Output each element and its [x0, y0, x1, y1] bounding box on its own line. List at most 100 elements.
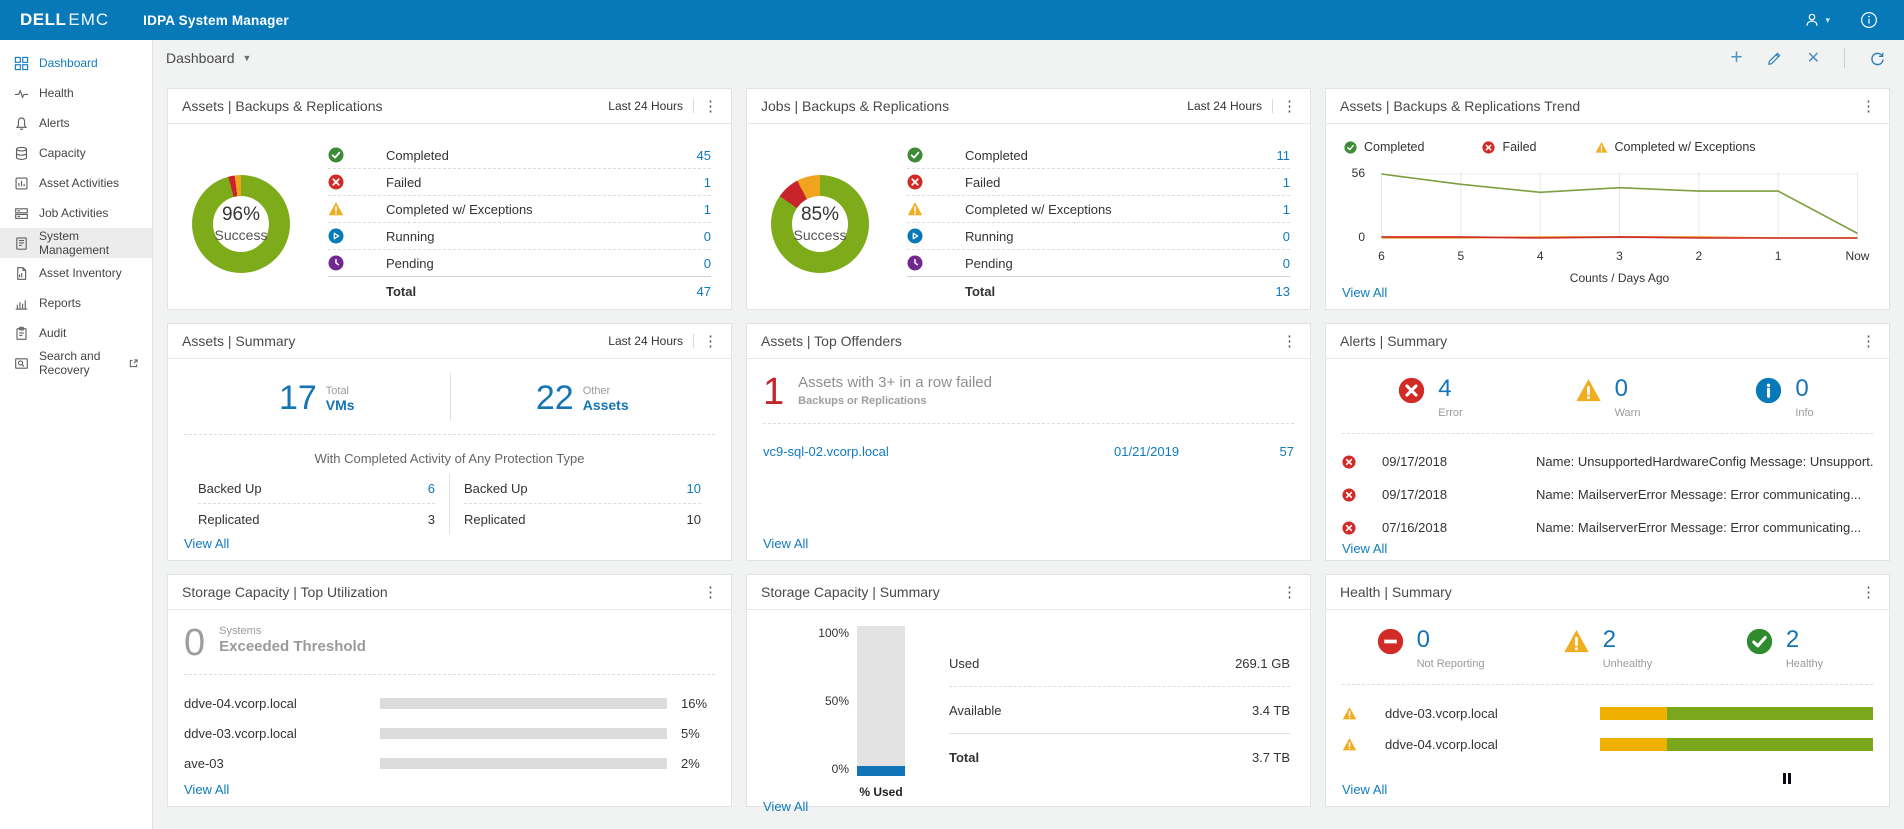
kebab-menu-icon[interactable]: ⋮ — [1861, 333, 1876, 350]
trend-svg-plot — [1381, 172, 1858, 239]
stat-not-reporting[interactable]: 0 Not Reporting — [1342, 628, 1519, 670]
legend-value-link[interactable]: 1 — [703, 201, 711, 217]
play-circle-icon — [328, 228, 344, 244]
offender-row: vc9-sql-02.vcorp.local 01/21/2019 57 — [763, 444, 1294, 459]
sidebar-item-system-management[interactable]: System Management — [0, 228, 152, 258]
kebab-menu-icon[interactable]: ⋮ — [1861, 98, 1876, 115]
stat-label: Warn — [1614, 407, 1641, 419]
offender-asset-link[interactable]: vc9-sql-02.vcorp.local — [763, 444, 889, 459]
sidebar-item-job-activities[interactable]: Job Activities — [0, 198, 152, 228]
kebab-menu-icon[interactable]: ⋮ — [703, 98, 718, 115]
view-all-link[interactable]: View All — [1342, 782, 1388, 797]
legend-value-link[interactable]: 11 — [1276, 147, 1291, 163]
stat-warn[interactable]: 0 Warn — [1519, 377, 1696, 419]
chevron-down-icon: ▼ — [242, 53, 252, 63]
edit-button[interactable] — [1767, 50, 1783, 66]
sidebar-item-asset-inventory[interactable]: Asset Inventory — [0, 258, 152, 288]
info-circle-icon — [1756, 377, 1782, 404]
capacity-row-available: Available 3.4 TB — [949, 687, 1290, 734]
legend-value-link[interactable]: 45 — [696, 147, 711, 163]
sidebar-item-search-and-recovery[interactable]: Search and Recovery — [0, 348, 152, 378]
kebab-menu-icon[interactable]: ⋮ — [703, 584, 718, 601]
kebab-menu-icon[interactable]: ⋮ — [1282, 584, 1297, 601]
close-button[interactable]: ✕ — [1806, 50, 1820, 67]
total-value-link[interactable]: 47 — [696, 283, 711, 299]
row-value: 3 — [427, 511, 435, 527]
kebab-menu-icon[interactable]: ⋮ — [1282, 98, 1297, 115]
donut-percent: 85% — [800, 204, 840, 225]
refresh-button[interactable] — [1869, 50, 1886, 67]
warning-triangle-icon — [1342, 706, 1357, 719]
alert-row[interactable]: 09/17/2018 Name: MailserverError Message… — [1342, 481, 1873, 508]
x-circle-icon — [1342, 520, 1356, 535]
row-value-link[interactable]: 10 — [686, 481, 701, 496]
sidebar-item-health[interactable]: Health — [0, 78, 152, 108]
info-icon — [1860, 11, 1878, 29]
card-title: Assets | Top Offenders — [761, 333, 902, 349]
alert-row[interactable]: 09/17/2018 Name: UnsupportedHardwareConf… — [1342, 448, 1873, 475]
offenders-stat: 1 Assets with 3+ in a row failed Backups… — [763, 369, 1294, 424]
sidebar-item-capacity[interactable]: Capacity — [0, 138, 152, 168]
total-value-link[interactable]: 13 — [1275, 283, 1290, 299]
legend-value-link[interactable]: 1 — [1282, 201, 1290, 217]
sidebar-item-asset-activities[interactable]: Asset Activities — [0, 168, 152, 198]
legend-value-link[interactable]: 0 — [703, 255, 711, 271]
alert-row[interactable]: 07/16/2018 Name: MailserverError Message… — [1342, 514, 1873, 541]
kebab-menu-icon[interactable]: ⋮ — [1282, 333, 1297, 350]
sidebar-item-reports[interactable]: Reports — [0, 288, 152, 318]
warning-triangle-icon — [907, 202, 923, 216]
add-widget-button[interactable]: + — [1730, 46, 1743, 69]
stat-unhealthy[interactable]: 2 Unhealthy — [1519, 628, 1696, 670]
system-name: ddve-04.vcorp.local — [184, 695, 297, 711]
user-menu-button[interactable]: ▾ — [1803, 11, 1830, 29]
row-value-link[interactable]: 6 — [427, 481, 435, 496]
view-all-link[interactable]: View All — [763, 536, 809, 551]
stat-healthy[interactable]: 2 Healthy — [1696, 628, 1873, 670]
legend-value-link[interactable]: 1 — [703, 174, 711, 190]
asset-activities-icon — [15, 177, 28, 190]
stat-other-assets[interactable]: 22 Other Assets — [450, 379, 716, 418]
y-tick-label: 56 — [1351, 166, 1365, 180]
stat-number: 22 — [535, 379, 574, 417]
stat-error[interactable]: 4 Error — [1342, 377, 1519, 419]
sidebar-item-audit[interactable]: Audit — [0, 318, 152, 348]
view-all-link[interactable]: View All — [184, 782, 230, 797]
legend-value-link[interactable]: 1 — [1282, 174, 1290, 190]
legend-value-link[interactable]: 0 — [1282, 255, 1290, 271]
row-label: Replicated — [464, 511, 526, 527]
row-value: 3.4 TB — [1251, 702, 1290, 718]
offenders-description: Assets with 3+ in a row failed — [798, 374, 992, 391]
view-all-link[interactable]: View All — [1342, 541, 1388, 556]
sidebar-item-alerts[interactable]: Alerts — [0, 108, 152, 138]
view-all-link[interactable]: View All — [184, 536, 230, 551]
view-all-link[interactable]: View All — [1342, 285, 1388, 300]
utilization-percent: 16% — [681, 695, 708, 711]
legend-value-link[interactable]: 0 — [703, 228, 711, 244]
health-row: ddve-03.vcorp.local — [1342, 700, 1873, 726]
offender-date-link[interactable]: 01/21/2019 — [1114, 444, 1180, 459]
offender-count-link[interactable]: 57 — [1279, 444, 1294, 459]
stat-number: 4 — [1438, 375, 1452, 402]
sidebar-item-label: Job Activities — [39, 206, 109, 220]
warning-triangle-icon — [1564, 630, 1589, 653]
info-button[interactable] — [1860, 11, 1878, 29]
legend-value-link[interactable]: 0 — [1282, 228, 1290, 244]
legend-label: Running — [965, 228, 1014, 244]
stat-sub-bottom: Exceeded Threshold — [219, 638, 366, 655]
timeframe-label: Last 24 Hours — [608, 334, 694, 348]
dashboard-view-selector[interactable]: Dashboard ▼ — [166, 50, 251, 66]
stat-sub-bottom: VMs — [325, 396, 355, 413]
stat-info[interactable]: 0 Info — [1696, 377, 1873, 419]
sidebar-item-dashboard[interactable]: Dashboard — [0, 48, 152, 78]
card-storage-top-utilization: Storage Capacity | Top Utilization ⋮ 0 S… — [167, 574, 732, 807]
kebab-menu-icon[interactable]: ⋮ — [703, 333, 718, 350]
utilization-percent: 5% — [681, 725, 700, 741]
legend-item-completed: Completed — [1344, 140, 1424, 154]
alert-message: Name: MailserverError Message: Error com… — [1536, 520, 1862, 535]
kebab-menu-icon[interactable]: ⋮ — [1861, 584, 1876, 601]
view-all-link[interactable]: View All — [763, 799, 809, 814]
stat-total-vms[interactable]: 17 Total VMs — [184, 379, 450, 418]
stat-label: Unhealthy — [1602, 658, 1653, 670]
offenders-count: 1 — [763, 371, 785, 413]
offenders-subdescription: Backups or Replications — [798, 395, 927, 407]
